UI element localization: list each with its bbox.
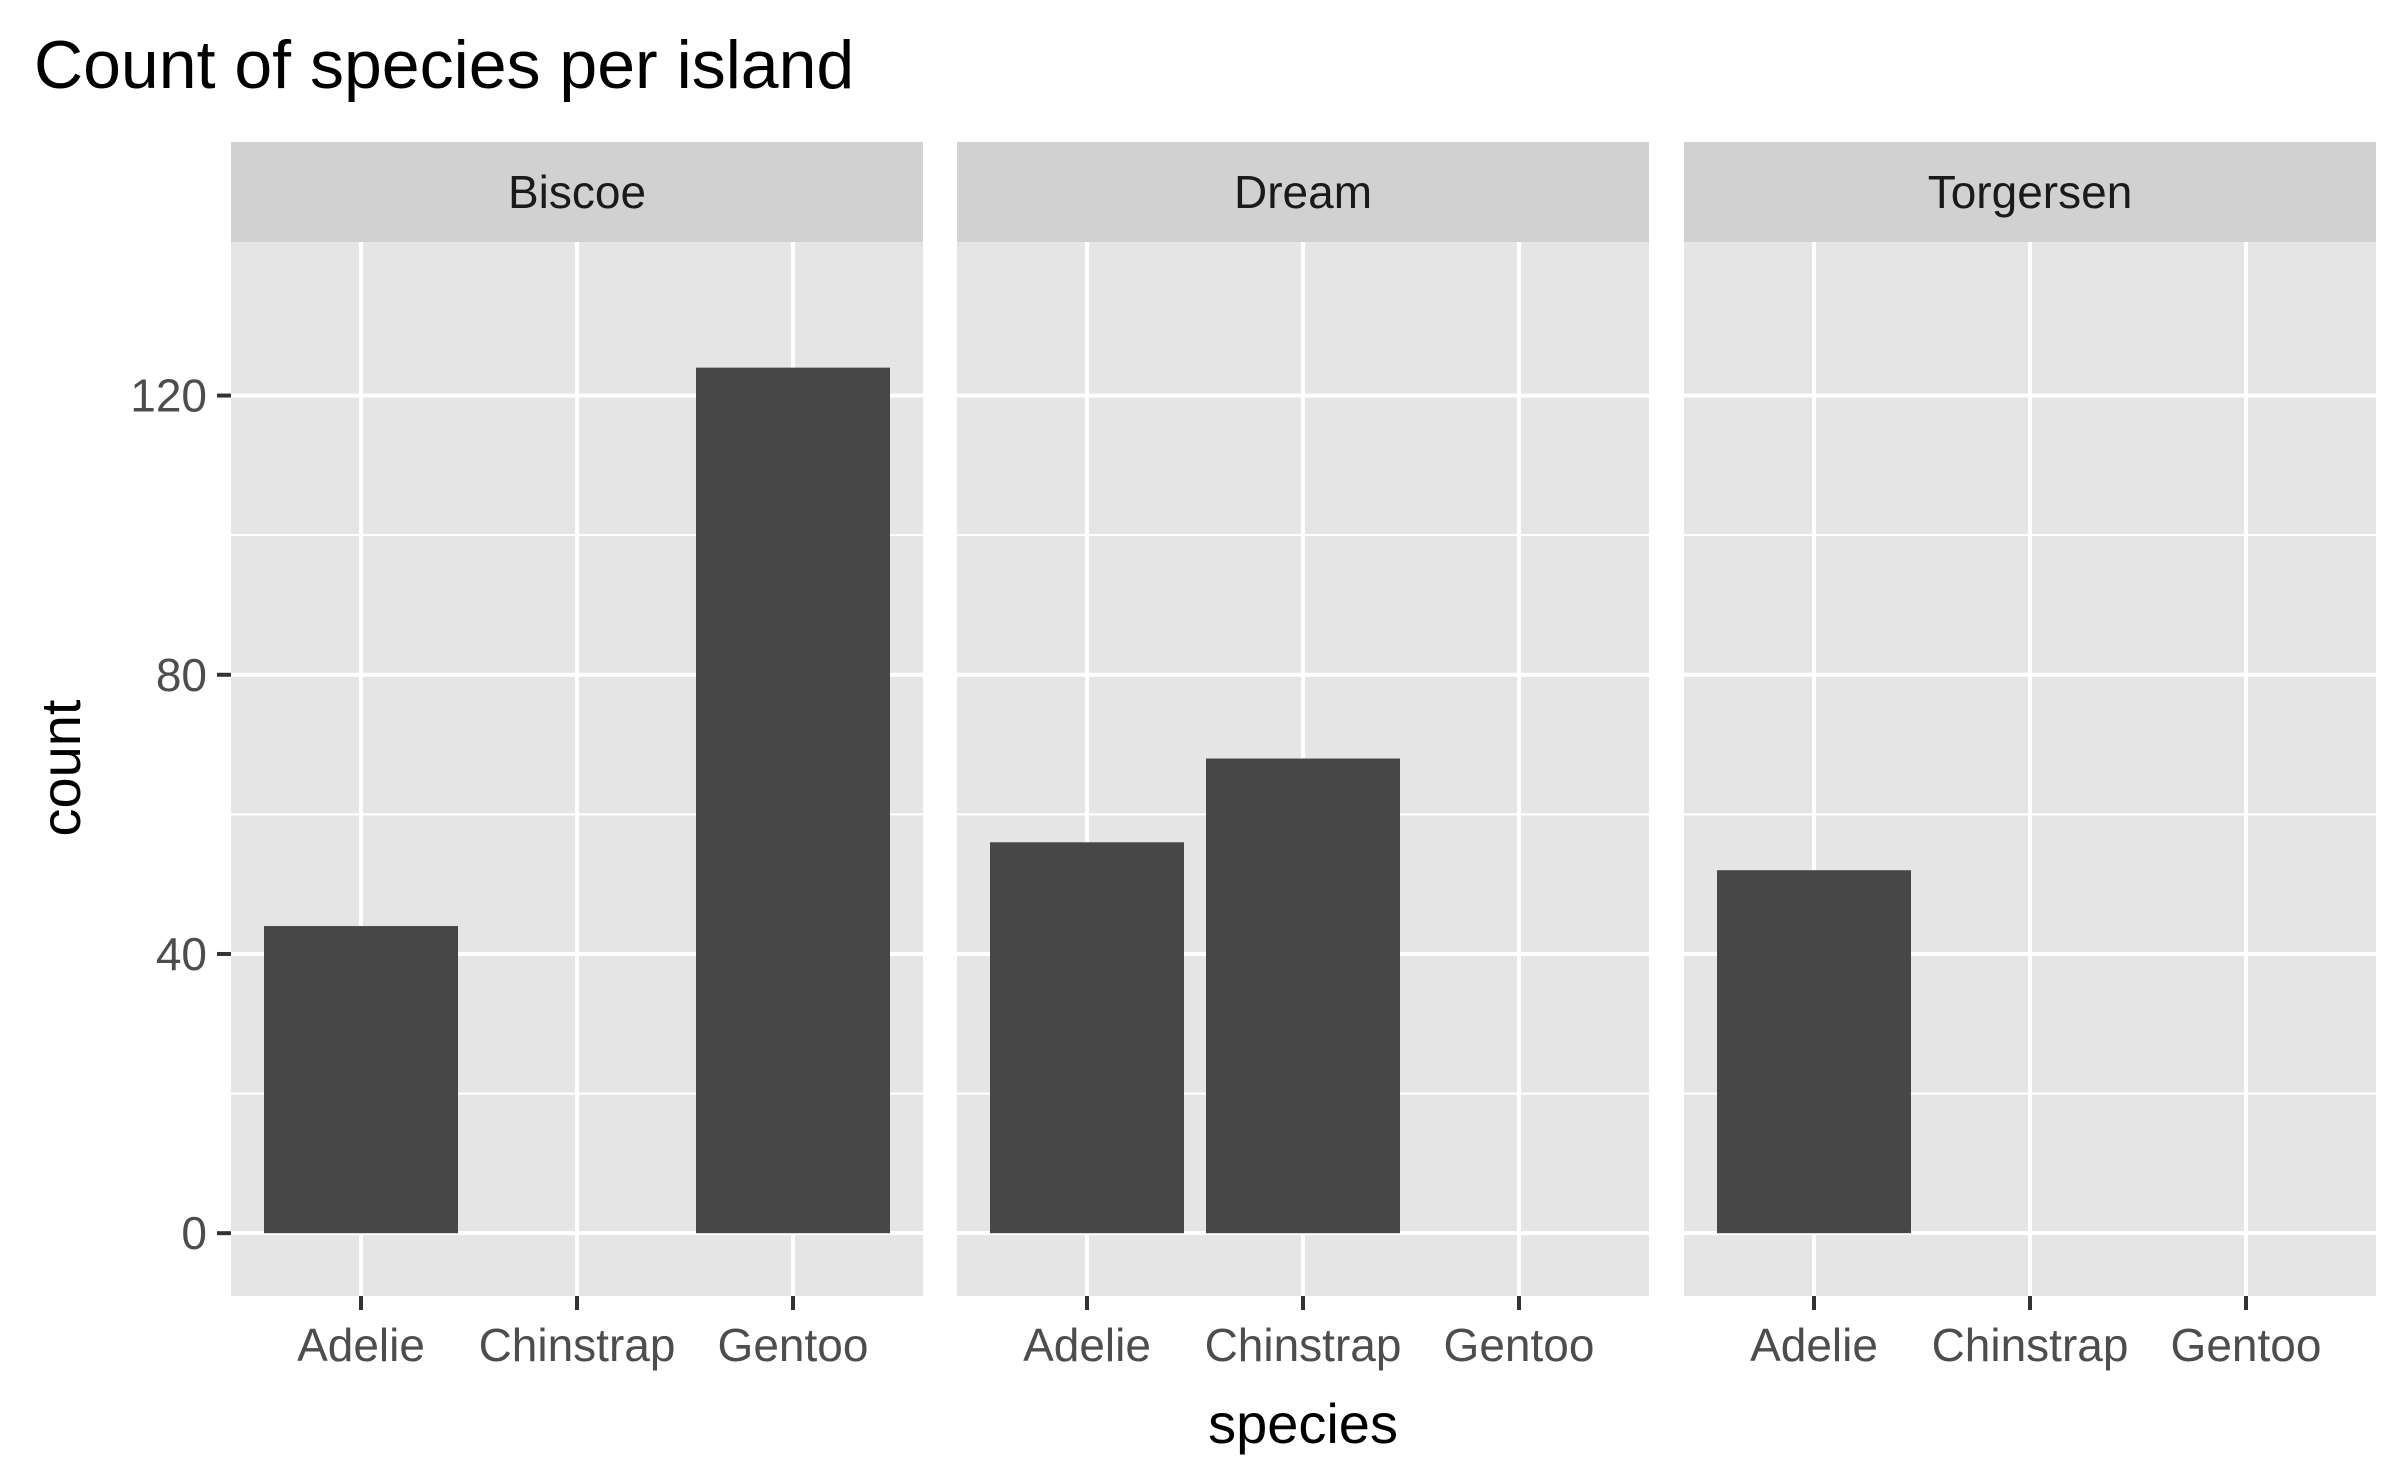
x-tick-label: Chinstrap [479,1319,676,1371]
y-tick-label: 40 [156,928,207,980]
x-tick-label: Gentoo [1444,1319,1595,1371]
facet-strip-label: Dream [1234,166,1372,218]
y-tick-label: 0 [181,1207,207,1259]
bar-dream-chinstrap [1206,758,1400,1234]
facet-panels: Biscoe Adelie Chinstrap Gentoo Dream Adelie Ch… [231,142,2376,1371]
bar-biscoe-adelie [264,926,458,1234]
x-tick-label: Adelie [297,1319,425,1371]
x-axis-title: species [1208,1392,1398,1455]
x-tick-label: Chinstrap [1932,1319,2129,1371]
x-tick-label: Gentoo [2171,1319,2322,1371]
y-tick-label: 120 [130,370,207,422]
facet-panel-torgersen: Torgersen Adelie Chinstrap Gentoo [1684,142,2376,1371]
x-tick-label: Adelie [1750,1319,1878,1371]
chart-title: Count of species per island [34,27,854,103]
facet-panel-dream: Dream Adelie Chinstrap Gentoo [957,142,1649,1371]
y-axis: 0 40 80 120 [130,370,231,1259]
facet-strip-label: Biscoe [508,166,646,218]
x-tick-label: Adelie [1023,1319,1151,1371]
y-tick-label: 80 [156,649,207,701]
bar-dream-adelie [990,842,1184,1234]
x-tick-label: Chinstrap [1205,1319,1402,1371]
facet-strip-label: Torgersen [1928,166,2133,218]
facet-strip [1684,142,2376,242]
x-tick-label: Gentoo [718,1319,869,1371]
bar-torgersen-adelie [1717,870,1911,1234]
bar-biscoe-gentoo [696,367,890,1234]
y-axis-title: count [29,699,92,836]
facet-strip [957,142,1649,242]
facet-panel-biscoe: Biscoe Adelie Chinstrap Gentoo [231,142,923,1371]
facet-strip [231,142,923,242]
